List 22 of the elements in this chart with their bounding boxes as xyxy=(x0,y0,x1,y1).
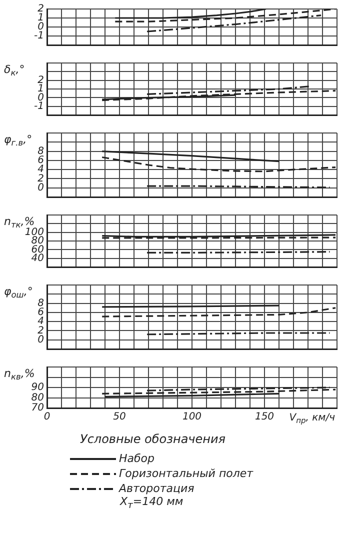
y-tick-label: 90 xyxy=(31,382,44,394)
y-tick-label: 2 xyxy=(38,173,44,184)
x-tick-label: 100 xyxy=(182,412,202,423)
y-tick-label: 4 xyxy=(38,164,44,176)
y-tick-label: -1 xyxy=(34,100,44,112)
y-tick-label: 0 xyxy=(38,182,44,194)
y-tick-label: 4 xyxy=(38,316,44,328)
legend-label: Авторотация xyxy=(119,482,194,495)
legend-title: Условные обозначения xyxy=(80,432,227,446)
legend-label: Горизонтальный полет xyxy=(119,467,254,480)
y-tick-label: 0 xyxy=(38,334,44,346)
y-tick-label: 40 xyxy=(31,252,44,264)
y-tick-label: 80 xyxy=(31,392,44,404)
y-tick-label: 70 xyxy=(31,402,44,414)
y-tick-label: 2 xyxy=(38,325,44,336)
y-tick-label: 8 xyxy=(38,146,44,157)
text: X$_{т}$=140 мм xyxy=(120,495,184,512)
legend-label: Набор xyxy=(119,452,155,465)
y-tick-label: 8 xyxy=(38,298,44,309)
x-tick-label: 150 xyxy=(254,412,274,423)
x-tick-label: 50 xyxy=(113,412,126,423)
y-tick-label: -1 xyxy=(34,30,44,42)
